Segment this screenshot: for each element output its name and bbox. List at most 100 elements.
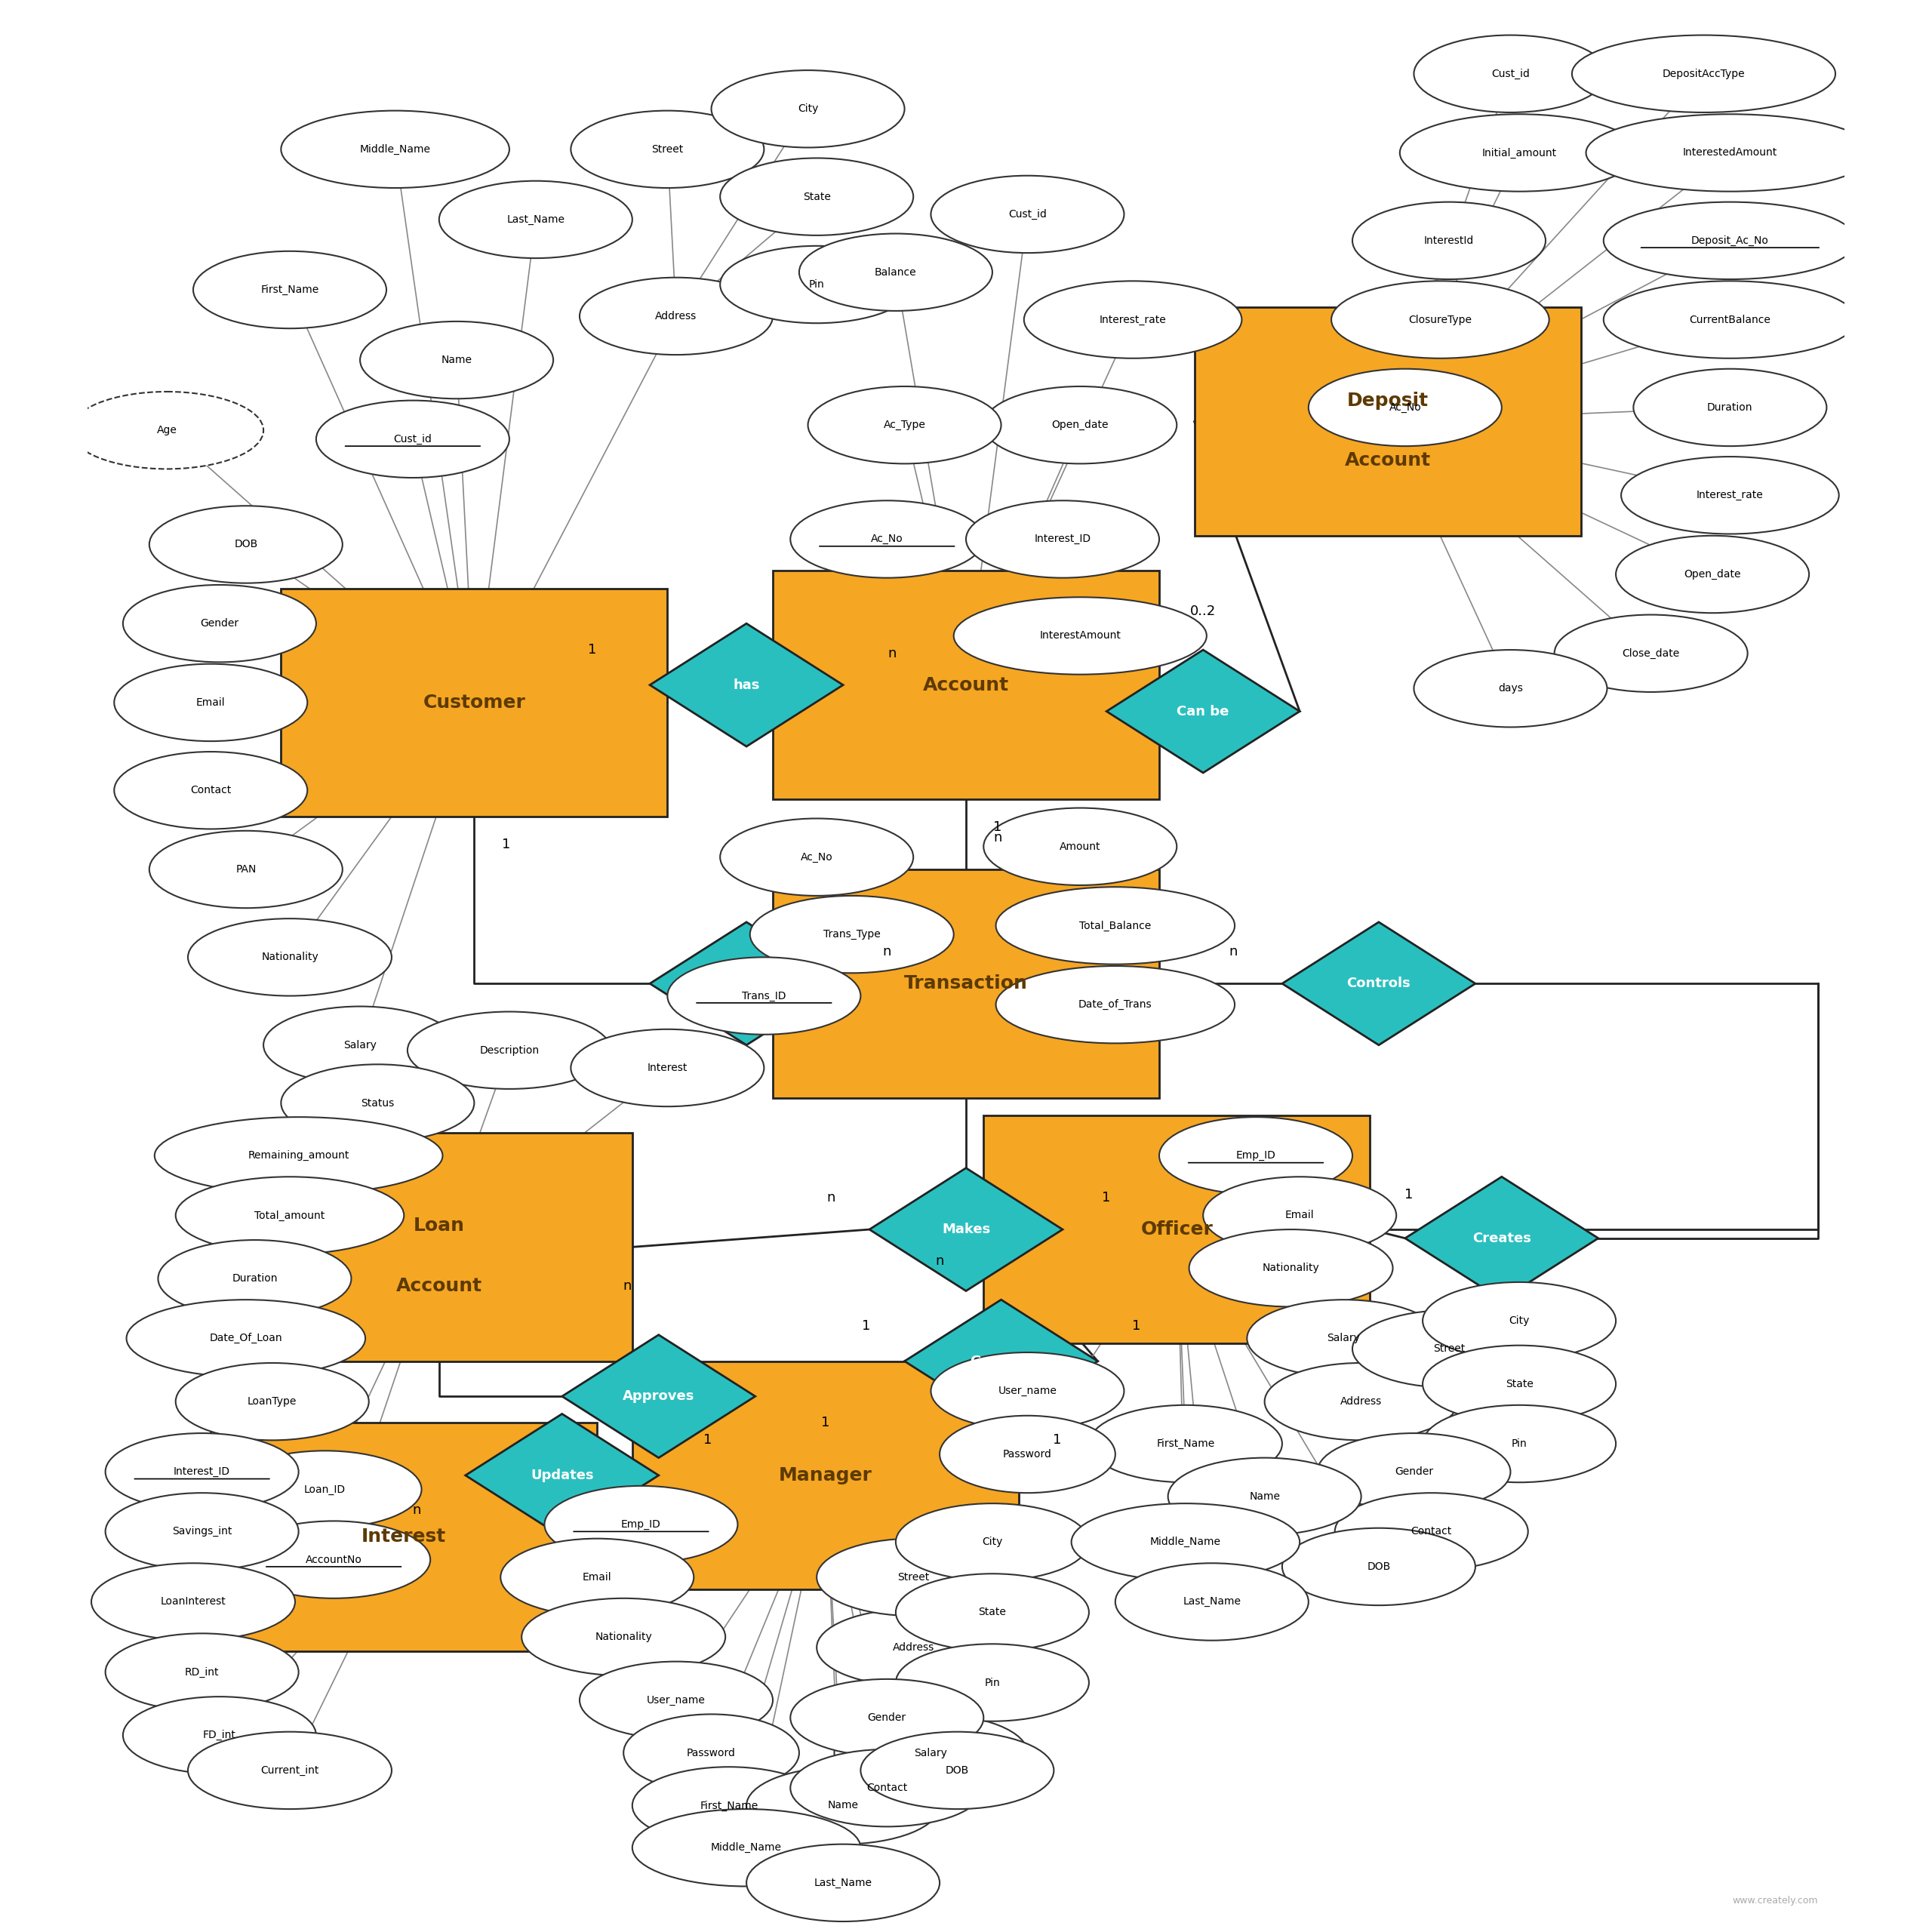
Ellipse shape (1090, 1405, 1283, 1482)
Text: Makes: Makes (941, 1223, 991, 1236)
Text: InterestAmount: InterestAmount (1039, 630, 1121, 641)
Text: 1: 1 (862, 1320, 869, 1333)
Text: City: City (798, 104, 819, 114)
Text: Interest_ID: Interest_ID (174, 1466, 230, 1478)
Ellipse shape (1633, 369, 1826, 446)
Polygon shape (1283, 922, 1476, 1045)
Text: Interest_rate: Interest_rate (1696, 491, 1764, 500)
Ellipse shape (570, 110, 763, 187)
Text: Email: Email (1285, 1209, 1314, 1221)
Text: Duration: Duration (232, 1273, 278, 1285)
Ellipse shape (1331, 280, 1549, 357)
Ellipse shape (983, 386, 1177, 464)
Ellipse shape (1352, 203, 1546, 280)
Ellipse shape (1265, 1362, 1459, 1439)
Text: PAN: PAN (236, 864, 257, 875)
Text: DOB: DOB (234, 539, 257, 551)
Text: Close_date: Close_date (1623, 647, 1679, 659)
Text: n: n (883, 945, 891, 958)
Text: Last_Name: Last_Name (813, 1878, 871, 1888)
Text: Gender: Gender (867, 1712, 906, 1723)
Text: Duration: Duration (1708, 402, 1752, 413)
Text: Amount: Amount (1059, 840, 1101, 852)
Ellipse shape (155, 1117, 442, 1194)
Text: Street: Street (896, 1573, 929, 1582)
Text: User_name: User_name (999, 1385, 1057, 1397)
FancyBboxPatch shape (280, 589, 667, 817)
Text: Transaction: Transaction (904, 974, 1028, 993)
Ellipse shape (1283, 1528, 1476, 1605)
Text: Name: Name (827, 1801, 858, 1810)
Ellipse shape (1604, 203, 1857, 280)
Ellipse shape (114, 752, 307, 829)
Text: Officer: Officer (1140, 1221, 1213, 1238)
Text: Emp_ID: Emp_ID (620, 1519, 661, 1530)
Ellipse shape (896, 1644, 1090, 1721)
Text: Initial_amount: Initial_amount (1482, 147, 1557, 158)
Text: Trans_Type: Trans_Type (823, 929, 881, 939)
Ellipse shape (966, 500, 1159, 578)
Ellipse shape (817, 1538, 1010, 1615)
Text: Last_Name: Last_Name (1182, 1596, 1240, 1607)
Ellipse shape (263, 1007, 456, 1084)
Ellipse shape (1246, 1300, 1439, 1378)
FancyBboxPatch shape (773, 869, 1159, 1097)
Text: Interest: Interest (647, 1063, 688, 1072)
Text: Deposit: Deposit (1347, 392, 1428, 410)
Text: InterestedAmount: InterestedAmount (1683, 147, 1777, 158)
Ellipse shape (1308, 369, 1501, 446)
Text: Date_Of_Loan: Date_Of_Loan (209, 1333, 282, 1343)
FancyBboxPatch shape (245, 1132, 632, 1362)
Polygon shape (869, 1169, 1063, 1291)
Text: Pin: Pin (1511, 1439, 1526, 1449)
Ellipse shape (1604, 280, 1857, 357)
Text: n: n (622, 1279, 632, 1293)
Ellipse shape (632, 1768, 825, 1845)
Ellipse shape (721, 819, 914, 896)
Ellipse shape (1555, 614, 1748, 692)
Ellipse shape (187, 1731, 392, 1808)
Text: n: n (935, 1254, 945, 1267)
Text: 0..2: 0..2 (1190, 605, 1215, 618)
Ellipse shape (500, 1538, 694, 1615)
Text: Email: Email (197, 697, 226, 707)
Text: Gender: Gender (1395, 1466, 1434, 1478)
Text: Address: Address (1341, 1397, 1381, 1406)
Ellipse shape (280, 110, 510, 187)
Ellipse shape (1615, 535, 1808, 612)
Ellipse shape (790, 500, 983, 578)
Text: Street: Street (651, 145, 684, 155)
Ellipse shape (896, 1503, 1090, 1580)
Text: Nationality: Nationality (1262, 1264, 1320, 1273)
Ellipse shape (721, 245, 914, 323)
Ellipse shape (995, 887, 1235, 964)
Ellipse shape (570, 1030, 763, 1107)
Ellipse shape (439, 182, 632, 259)
Polygon shape (649, 922, 842, 1045)
Ellipse shape (750, 896, 954, 974)
Text: has: has (732, 678, 759, 692)
Text: LoanType: LoanType (247, 1397, 298, 1406)
Text: Ac_No: Ac_No (800, 852, 833, 862)
Text: Open_date: Open_date (1685, 570, 1741, 580)
Text: 1: 1 (1405, 1188, 1412, 1202)
Ellipse shape (632, 1808, 860, 1886)
FancyBboxPatch shape (983, 1115, 1370, 1343)
Text: Pin: Pin (985, 1677, 1001, 1689)
Ellipse shape (317, 400, 510, 477)
Text: n: n (889, 647, 896, 661)
Text: Account: Account (396, 1277, 483, 1294)
Text: Middle_Name: Middle_Name (1150, 1536, 1221, 1548)
Text: Interest_rate: Interest_rate (1099, 315, 1167, 325)
Ellipse shape (187, 918, 392, 995)
Text: Last_Name: Last_Name (506, 214, 564, 224)
Ellipse shape (176, 1362, 369, 1439)
Text: Email: Email (583, 1573, 612, 1582)
Text: n: n (412, 1503, 421, 1517)
Ellipse shape (70, 392, 263, 469)
Ellipse shape (1621, 456, 1839, 533)
Text: Cust_id: Cust_id (394, 435, 433, 444)
Ellipse shape (580, 1662, 773, 1739)
Text: 1: 1 (1132, 1320, 1140, 1333)
Text: DOB: DOB (945, 1766, 970, 1776)
